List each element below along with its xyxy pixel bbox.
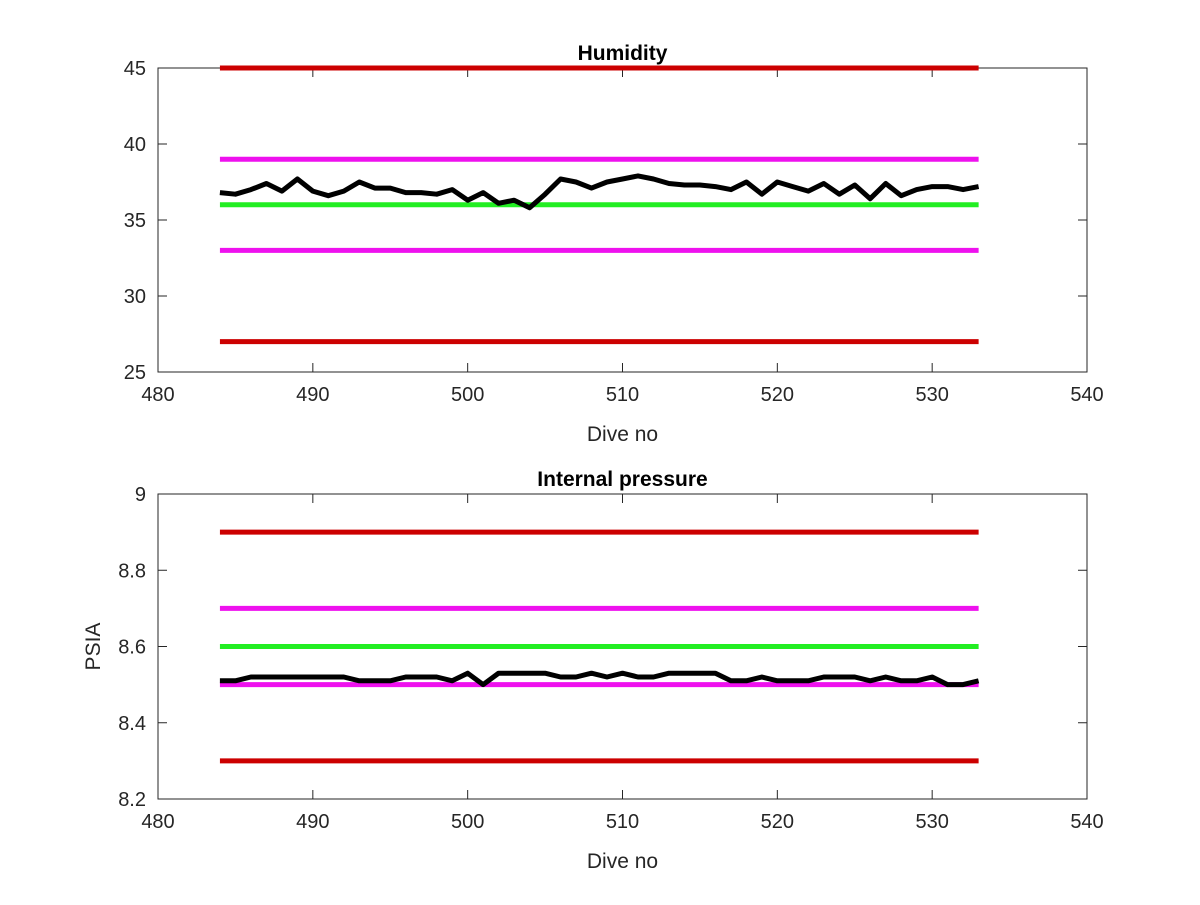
y-tick-label: 35 [124, 210, 146, 232]
x-tick-label: 540 [1070, 811, 1103, 833]
axes-box [157, 67, 1088, 373]
x-tick-label: 540 [1070, 384, 1103, 406]
y-tick-label: 8.2 [118, 789, 146, 811]
y-tick-label: 8.8 [118, 560, 146, 582]
x-tick-label: 480 [141, 384, 174, 406]
x-axis-label: Dive no [587, 850, 658, 873]
x-tick-label: 520 [761, 811, 794, 833]
x-tick-label: 510 [606, 811, 639, 833]
x-tick-label: 500 [451, 811, 484, 833]
y-tick-label: 40 [124, 134, 146, 156]
internal-pressure-panel: 480 490 500 510 520 530 540 8.2 8.4 8.6 8.8 9 Intern… [82, 468, 1104, 873]
chart-title: Internal pressure [537, 468, 707, 491]
y-tick-label: 25 [124, 362, 146, 384]
x-tick-label: 510 [606, 384, 639, 406]
x-tick-label: 490 [296, 384, 329, 406]
humidity-panel: 480 490 500 510 520 530 540 25 30 35 40 45 Humidity D… [124, 42, 1104, 446]
chart-title: Humidity [578, 42, 668, 65]
x-tick-label: 530 [915, 811, 948, 833]
x-tick-label: 480 [141, 811, 174, 833]
x-tick-label: 530 [915, 384, 948, 406]
y-tick-label: 30 [124, 286, 146, 308]
y-tick-label: 8.6 [118, 637, 146, 659]
series-line [219, 670, 980, 688]
x-tick-label: 500 [451, 384, 484, 406]
y-tick-label: 8.4 [118, 713, 146, 735]
x-tick-label: 490 [296, 811, 329, 833]
y-axis-label: PSIA [82, 623, 105, 671]
y-tick-label: 45 [124, 58, 146, 80]
y-tick-label: 9 [135, 484, 146, 506]
x-axis-label: Dive no [587, 423, 658, 446]
x-tick-label: 520 [761, 384, 794, 406]
series-line [219, 173, 980, 211]
